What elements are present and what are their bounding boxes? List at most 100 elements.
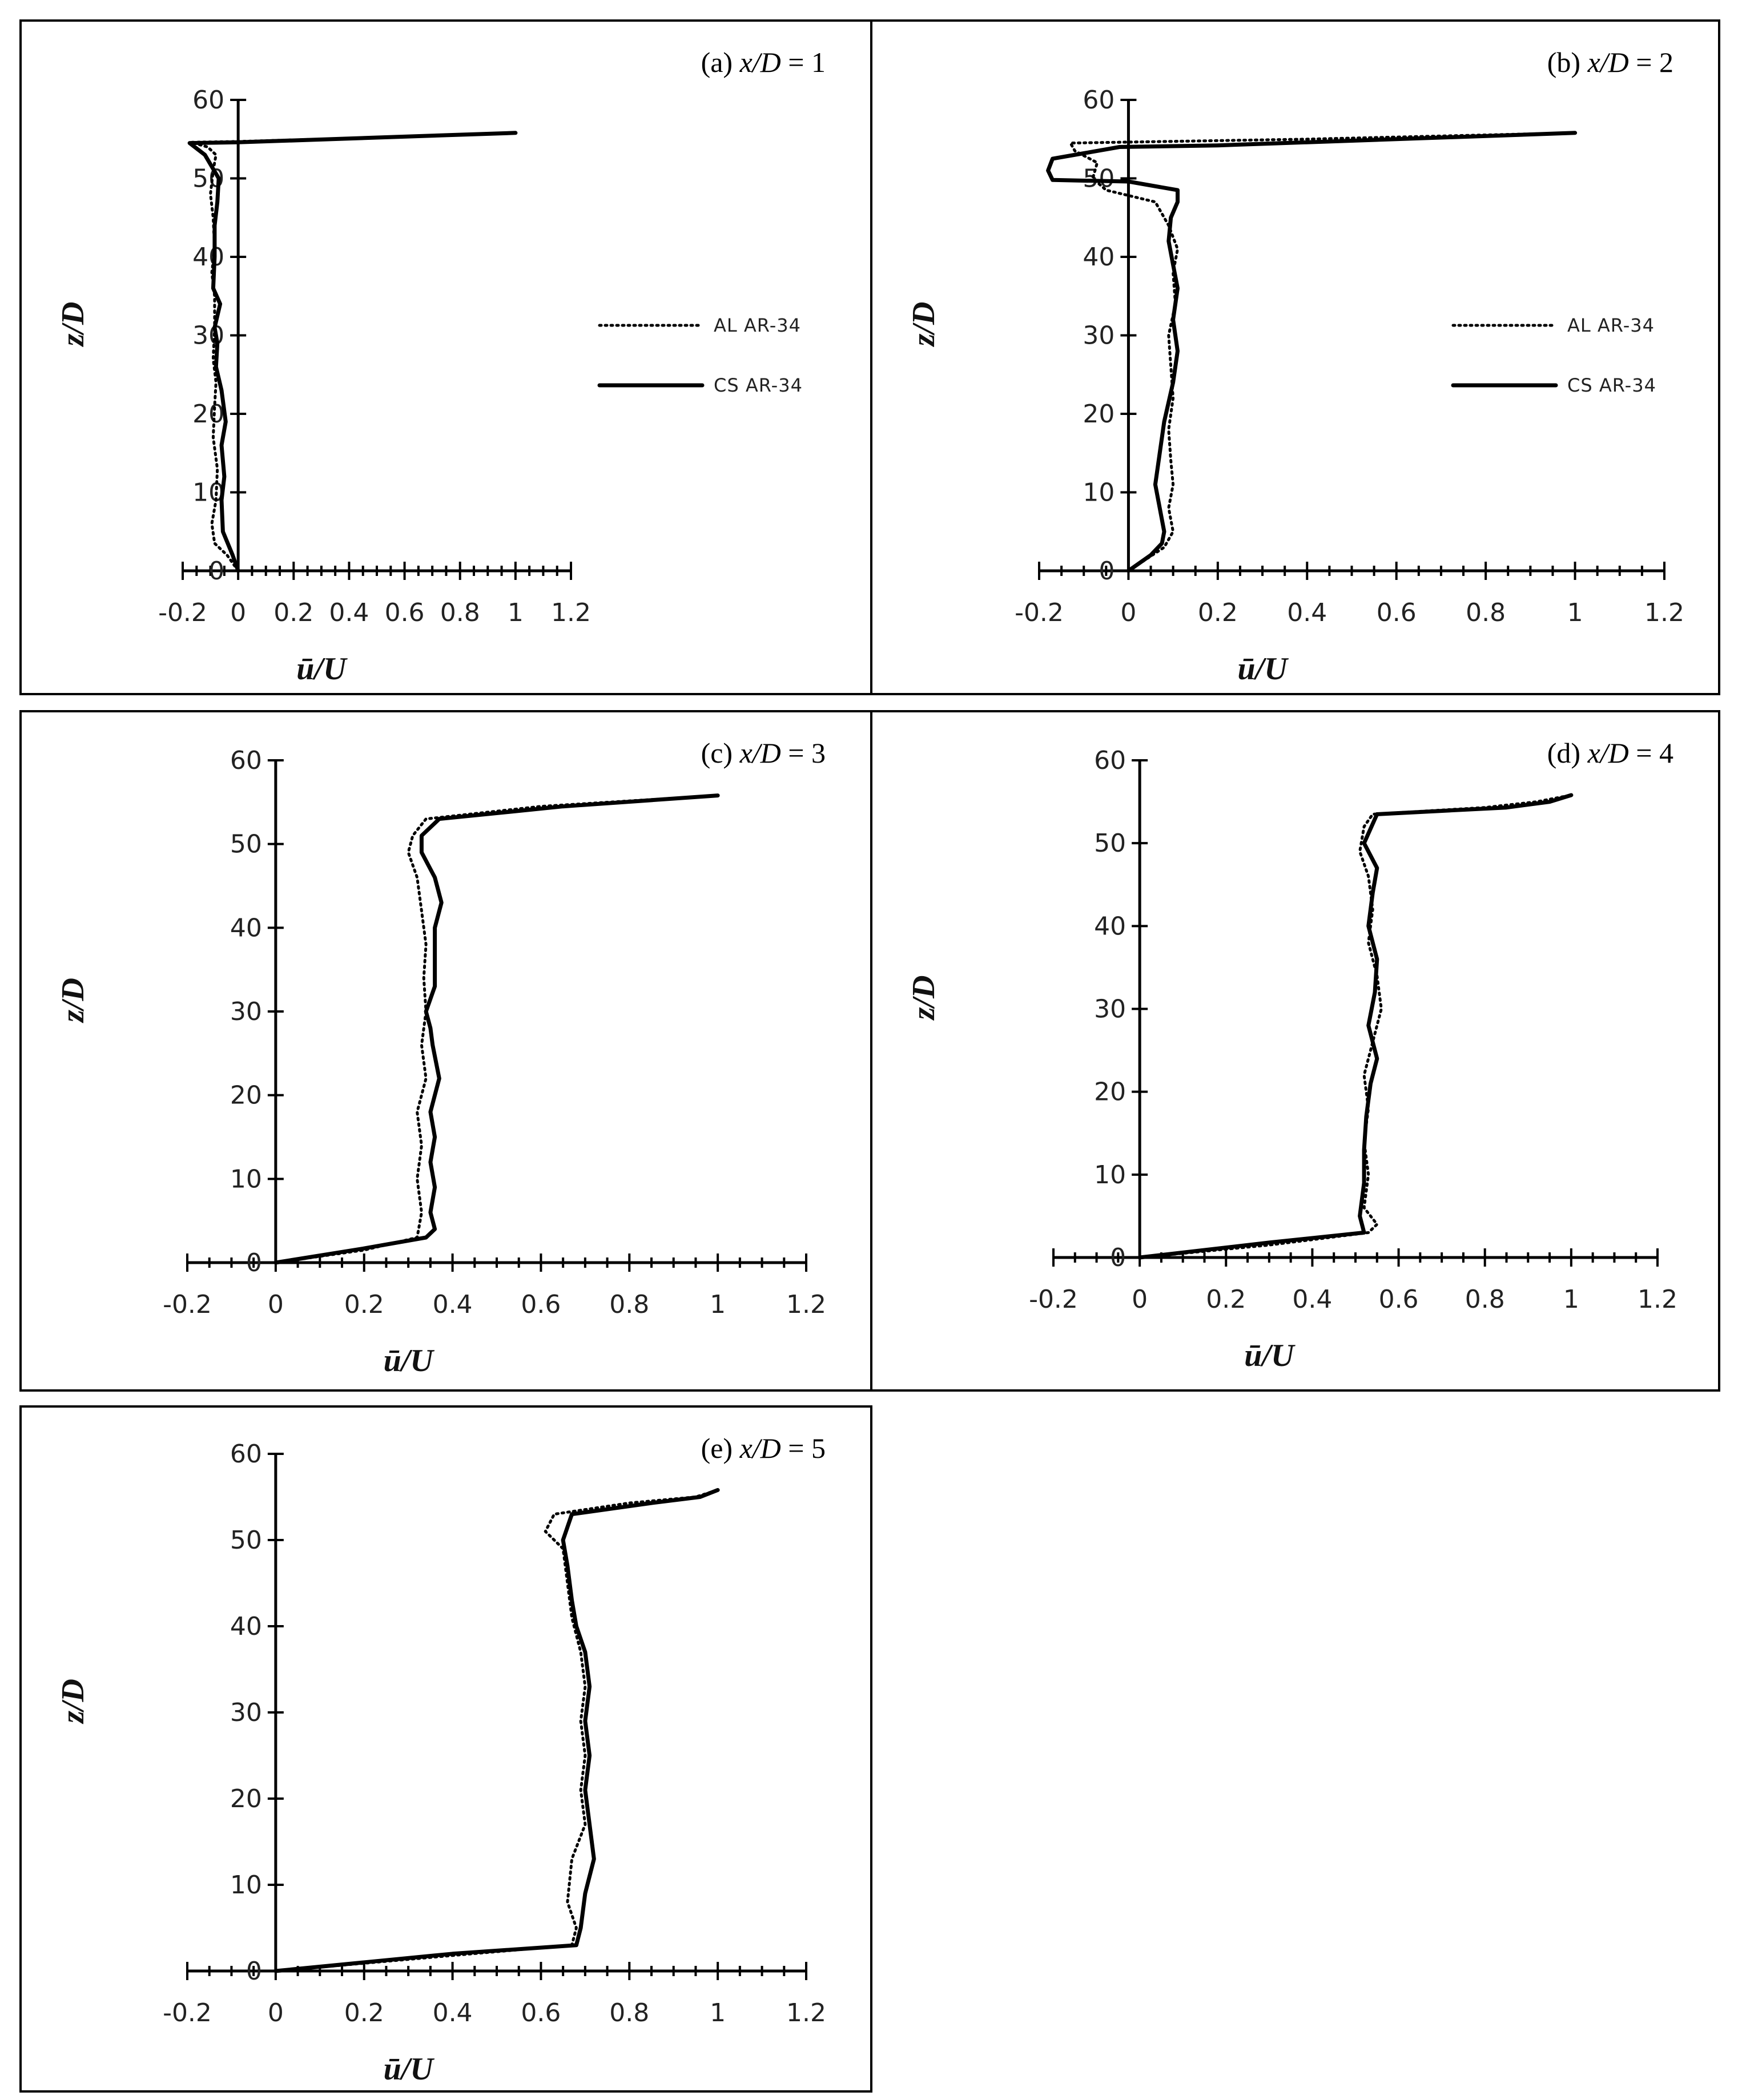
y-tick-label: 10	[192, 478, 224, 507]
x-tick-label: 0.6	[521, 1998, 561, 2028]
x-axis-title: ū/U	[384, 1343, 435, 1378]
x-tick-label: 0.8	[440, 598, 480, 627]
x-tick-label: 0.8	[1465, 1285, 1505, 1314]
x-tick-label: 0.6	[1377, 598, 1417, 627]
x-tick-label: 0.4	[329, 598, 369, 627]
x-tick-label: -0.2	[1029, 1285, 1078, 1314]
x-tick-label: 1.2	[786, 1290, 826, 1319]
y-axis-title: z/D	[55, 1679, 91, 1724]
x-tick-label: 0.2	[1198, 598, 1238, 627]
series-line-cs-ar34	[273, 1488, 720, 1973]
y-axis-title: z/D	[906, 976, 942, 1021]
panel-label: (e)	[701, 1432, 740, 1464]
x-tick-label: 0.6	[385, 598, 425, 627]
y-tick-label: 60	[230, 746, 262, 775]
y-tick-label: 40	[230, 1612, 262, 1641]
chart-panel-2: -0.2 0 0.2 0.4 0.6 0.8 1 1.2 0 10 20 30 40 50 60 ū/U z/D…	[870, 19, 1720, 695]
x-tick-label: -0.2	[158, 598, 207, 627]
y-tick-label: 50	[230, 830, 262, 859]
x-tick-label: 0.4	[1292, 1285, 1332, 1314]
x-tick-label: 0	[230, 598, 246, 627]
x-axis-title: ū/U	[1237, 651, 1289, 687]
x-tick-label: 0.4	[433, 1290, 473, 1319]
y-tick-label: 40	[192, 243, 224, 272]
x-tick-label: 1	[710, 1290, 726, 1319]
x-tick-label: 0.4	[1287, 598, 1327, 627]
panel-label: (b)	[1547, 46, 1588, 78]
x-tick-label: 0.8	[1466, 598, 1506, 627]
panel-value: = 5	[781, 1432, 826, 1464]
y-tick-label: 30	[230, 1698, 262, 1727]
x-tick-label: 1	[1567, 598, 1583, 627]
x-tick-label: 1	[508, 598, 524, 627]
x-tick-label: -0.2	[1015, 598, 1064, 627]
panel-value: = 2	[1629, 46, 1673, 78]
legend-label: AL AR-34	[714, 315, 801, 336]
chart-panel-5: -0.2 0 0.2 0.4 0.6 0.8 1 1.2 0 10 20 30 40 50 60 ū/U z/D…	[19, 1405, 872, 2093]
y-tick-label: 0	[1110, 1243, 1126, 1272]
y-tick-label: 50	[1083, 164, 1115, 194]
y-axis-title: z/D	[55, 302, 91, 348]
y-tick-label: 10	[230, 1871, 262, 1900]
panel-variable: x/D	[739, 1432, 781, 1464]
y-tick-label: 20	[230, 1081, 262, 1110]
y-tick-label: 30	[1094, 995, 1126, 1024]
x-tick-label: 0.2	[344, 1998, 384, 2028]
x-tick-label: 0	[1120, 598, 1136, 627]
y-tick-label: 30	[192, 321, 224, 350]
y-tick-label: 0	[246, 1248, 262, 1277]
panel-variable: x/D	[1587, 737, 1629, 769]
chart-panel-1: -0.2 0 0.2 0.4 0.6 0.8 1 1.20102030405060ū/Uz/D…	[19, 19, 872, 695]
y-tick-label: 40	[1094, 912, 1126, 941]
y-axis-title: z/D	[55, 978, 91, 1023]
panel-title: (c) x/D = 3	[701, 737, 826, 769]
y-tick-label: 0	[208, 557, 224, 586]
x-tick-label: 0	[268, 1998, 284, 2028]
x-tick-label: 0	[268, 1290, 284, 1319]
y-tick-label: 60	[1083, 86, 1115, 115]
x-tick-label: 1	[1563, 1285, 1579, 1314]
x-tick-label: -0.2	[163, 1290, 212, 1319]
x-tick-label: 1.2	[551, 598, 591, 627]
panel-frame	[19, 1405, 872, 2093]
chart-panel-3: -0.2 0 0.2 0.4 0.6 0.8 1 1.2 0 10 20 30 40 50 60 ū/U z/D…	[19, 710, 872, 1392]
y-axis-title: z/D	[906, 302, 942, 348]
panel-value: = 1	[781, 46, 826, 78]
y-tick-label: 20	[1094, 1078, 1126, 1107]
x-tick-label: -0.2	[163, 1998, 212, 2028]
x-axis-title: ū/U	[1244, 1338, 1296, 1373]
panel-frame	[870, 710, 1720, 1392]
y-tick-label: 20	[1083, 400, 1115, 429]
panel-value: = 3	[781, 737, 826, 769]
x-tick-label: 0.6	[521, 1290, 561, 1319]
series-line-al-ar34	[1138, 793, 1573, 1259]
series-line-cs-ar34	[1046, 131, 1578, 573]
panel-value: = 4	[1629, 737, 1673, 769]
y-tick-label: 0	[246, 1957, 262, 1986]
panel-title: (d) x/D = 4	[1547, 737, 1673, 769]
panel-variable: x/D	[739, 737, 781, 769]
series-line-al-ar34	[190, 131, 517, 573]
y-tick-label: 10	[230, 1164, 262, 1194]
series-line-al-ar34	[274, 1488, 719, 1973]
x-tick-label: 1.2	[786, 1998, 826, 2028]
panel-label: (d)	[1547, 737, 1588, 769]
chart-panel-4: -0.2 0 0.2 0.4 0.6 0.8 1 1.2 0 10 20 30 40 50 60 ū/U z/D…	[870, 710, 1720, 1392]
y-tick-label: 50	[1094, 829, 1126, 858]
y-tick-label: 40	[230, 913, 262, 942]
series-line-al-ar34	[1069, 131, 1577, 573]
legend-label: CS AR-34	[714, 374, 803, 396]
panel-frame	[19, 710, 872, 1392]
series-line-al-ar34	[274, 794, 719, 1264]
x-axis-title: ū/U	[384, 2051, 435, 2087]
panel-frame	[19, 19, 872, 695]
series-line-cs-ar34	[1137, 793, 1574, 1260]
x-tick-label: 0.2	[273, 598, 313, 627]
y-tick-label: 0	[1099, 557, 1115, 586]
panel-title: (a) x/D = 1	[701, 46, 826, 78]
legend-label: CS AR-34	[1567, 374, 1656, 396]
panel-label: (a)	[701, 46, 740, 78]
y-tick-label: 10	[1094, 1160, 1126, 1190]
panel-variable: x/D	[1587, 46, 1629, 78]
